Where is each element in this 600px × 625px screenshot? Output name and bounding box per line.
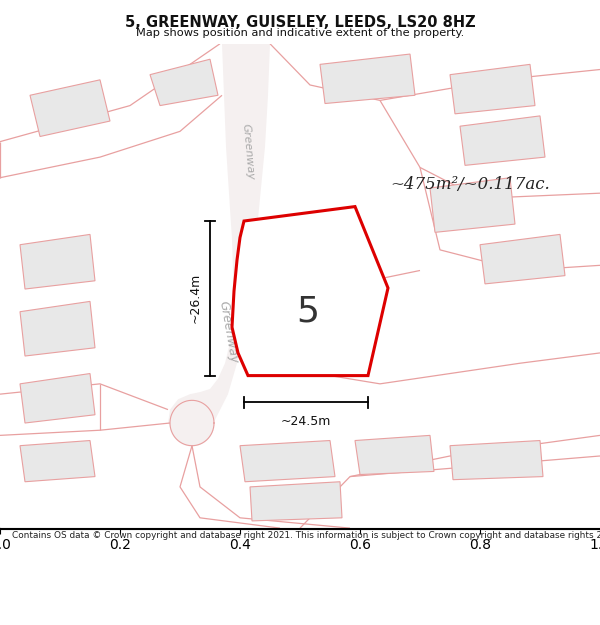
Polygon shape — [170, 401, 214, 446]
Text: ~24.5m: ~24.5m — [281, 415, 331, 428]
Polygon shape — [450, 64, 535, 114]
Polygon shape — [20, 234, 95, 289]
Polygon shape — [250, 482, 342, 521]
Polygon shape — [450, 441, 543, 480]
Text: ~26.4m: ~26.4m — [189, 273, 202, 323]
Polygon shape — [30, 80, 110, 136]
Polygon shape — [150, 59, 218, 106]
Text: Contains OS data © Crown copyright and database right 2021. This information is : Contains OS data © Crown copyright and d… — [12, 531, 600, 540]
Polygon shape — [320, 54, 415, 104]
Polygon shape — [168, 44, 270, 437]
Polygon shape — [232, 207, 388, 376]
Polygon shape — [480, 234, 565, 284]
Polygon shape — [20, 301, 95, 356]
Text: 5: 5 — [296, 295, 320, 329]
Polygon shape — [20, 441, 95, 482]
Polygon shape — [240, 441, 335, 482]
Polygon shape — [20, 374, 95, 423]
Text: ~475m²/~0.117ac.: ~475m²/~0.117ac. — [390, 176, 550, 193]
Text: Greenway: Greenway — [216, 300, 240, 364]
Text: 5, GREENWAY, GUISELEY, LEEDS, LS20 8HZ: 5, GREENWAY, GUISELEY, LEEDS, LS20 8HZ — [125, 15, 475, 30]
Polygon shape — [280, 266, 363, 341]
Polygon shape — [430, 177, 515, 232]
Text: Map shows position and indicative extent of the property.: Map shows position and indicative extent… — [136, 28, 464, 38]
Text: Greenway: Greenway — [241, 123, 256, 181]
Polygon shape — [460, 116, 545, 166]
Polygon shape — [355, 436, 434, 474]
